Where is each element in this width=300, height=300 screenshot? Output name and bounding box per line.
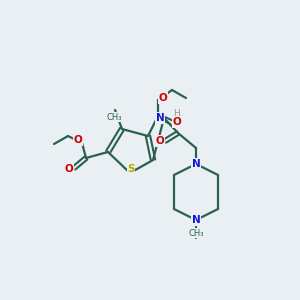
Text: CH₃: CH₃	[188, 229, 204, 238]
Text: N: N	[192, 159, 200, 169]
Text: O: O	[172, 117, 182, 127]
Text: N: N	[156, 113, 164, 123]
Text: O: O	[159, 93, 167, 103]
Text: H: H	[172, 109, 179, 118]
Text: O: O	[74, 135, 82, 145]
Text: O: O	[64, 164, 74, 174]
Text: CH₃: CH₃	[106, 112, 122, 122]
Text: S: S	[127, 164, 135, 174]
Text: O: O	[156, 136, 164, 146]
Text: N: N	[192, 215, 200, 225]
